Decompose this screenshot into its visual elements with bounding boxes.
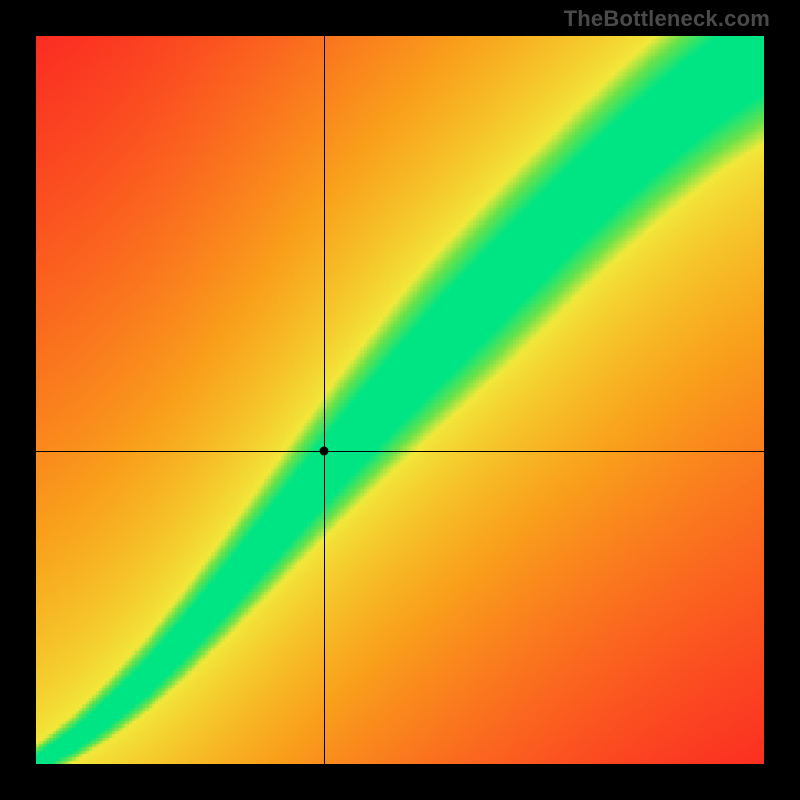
plot-area <box>36 36 764 764</box>
bottleneck-heatmap <box>36 36 764 764</box>
chart-frame: TheBottleneck.com <box>0 0 800 800</box>
watermark-text: TheBottleneck.com <box>564 6 770 32</box>
